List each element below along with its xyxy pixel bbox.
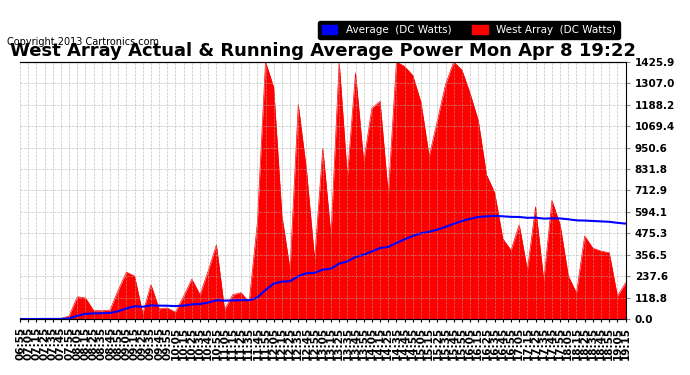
Legend: Average  (DC Watts), West Array  (DC Watts): Average (DC Watts), West Array (DC Watts… <box>317 21 620 39</box>
Title: West Array Actual & Running Average Power Mon Apr 8 19:22: West Array Actual & Running Average Powe… <box>10 42 635 60</box>
Text: Copyright 2013 Cartronics.com: Copyright 2013 Cartronics.com <box>7 37 159 47</box>
